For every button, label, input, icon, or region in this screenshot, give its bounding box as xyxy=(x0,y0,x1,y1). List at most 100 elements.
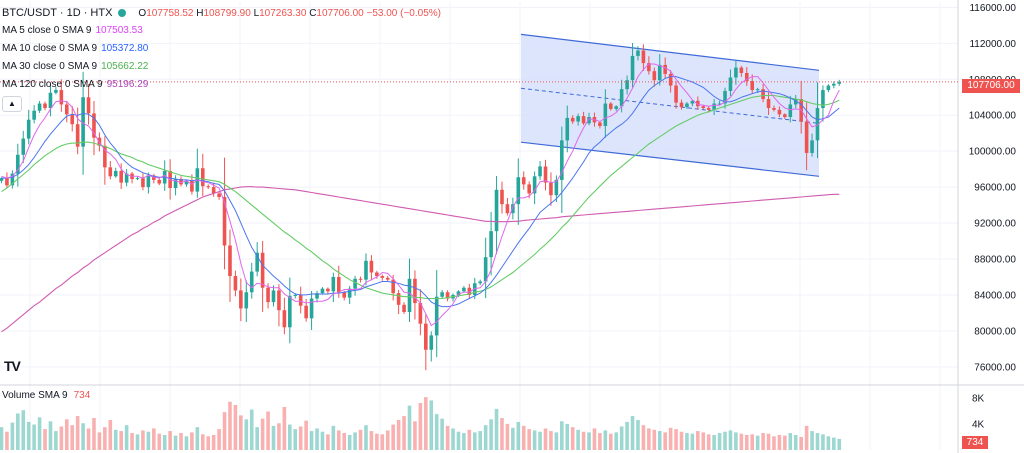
candle xyxy=(734,60,738,85)
candle xyxy=(478,279,483,286)
volume-bar xyxy=(173,435,178,450)
price-tick-label: 92000.00 xyxy=(974,219,1016,230)
candle-body xyxy=(761,89,765,100)
volume-bar xyxy=(396,419,401,450)
candle-body xyxy=(505,204,510,214)
volume-bar xyxy=(424,397,428,450)
volume-tick-label: 8K xyxy=(972,393,985,404)
candle xyxy=(146,172,151,194)
volume-bar xyxy=(505,423,510,450)
candle-body xyxy=(135,178,140,180)
volume-bar xyxy=(532,430,537,450)
last-volume-tag: 734 xyxy=(962,436,988,449)
volume-bar xyxy=(402,416,406,450)
candle-body xyxy=(434,296,439,336)
indicator-value: 105372.80 xyxy=(101,43,149,54)
volume-bar xyxy=(277,423,281,450)
indicator-value: 107503.53 xyxy=(95,25,143,36)
candle-body xyxy=(663,64,667,74)
volume-bar xyxy=(331,425,336,450)
price-tick-label: 88000.00 xyxy=(974,254,1016,265)
candle-body xyxy=(521,177,526,185)
indicator-ma30[interactable]: MA 30 close 0 SMA 9 105662.22 xyxy=(2,58,441,76)
candle-body xyxy=(103,145,107,168)
volume-bar xyxy=(217,429,221,450)
candle-body xyxy=(543,166,548,183)
candle-body xyxy=(81,97,85,147)
indicator-ma5[interactable]: MA 5 close 0 SMA 9 107503.53 xyxy=(2,22,441,40)
candle-body xyxy=(16,154,20,174)
price-tick-label: 76000.00 xyxy=(974,362,1016,373)
volume-bar xyxy=(190,432,194,450)
candle xyxy=(64,100,69,123)
volume-bar xyxy=(462,433,466,450)
candle-body xyxy=(445,292,450,299)
volume-bar xyxy=(315,428,319,450)
volume-bar xyxy=(489,419,493,450)
indicator-ma10[interactable]: MA 10 close 0 SMA 9 105372.80 xyxy=(2,40,441,58)
volume-bar xyxy=(625,421,629,450)
volume-bar xyxy=(538,431,542,450)
candle xyxy=(239,278,243,322)
candle-body xyxy=(407,278,412,313)
candle-body xyxy=(353,278,357,289)
candle xyxy=(141,173,145,191)
volume-bar xyxy=(783,435,787,450)
candle-body xyxy=(832,83,836,86)
candle-body xyxy=(739,67,744,73)
volume-legend[interactable]: Volume SMA 9 734 xyxy=(2,390,90,401)
candle-body xyxy=(37,103,42,111)
candle-body xyxy=(32,110,36,120)
candle-body xyxy=(570,117,575,122)
candle xyxy=(277,284,281,327)
candle-body xyxy=(826,85,831,91)
volume-bar xyxy=(554,432,559,450)
candle-body xyxy=(679,102,684,108)
candle xyxy=(108,160,113,180)
candle xyxy=(222,157,227,270)
collapse-legend-chevron-up-icon[interactable]: ▲ xyxy=(2,96,22,112)
candle-body xyxy=(75,124,80,147)
price-tick-label: 116000.00 xyxy=(969,3,1016,14)
candle xyxy=(331,272,336,303)
candle xyxy=(685,101,689,109)
candle xyxy=(424,314,428,371)
candle-body xyxy=(358,278,363,280)
candle-body xyxy=(483,257,488,282)
candle-body xyxy=(429,335,434,350)
volume-bar xyxy=(347,434,352,450)
volume-bar xyxy=(668,427,673,450)
candle xyxy=(538,161,542,180)
volume-bar xyxy=(239,415,243,450)
volume-bar xyxy=(706,434,711,450)
candle xyxy=(804,102,809,171)
open-label: O xyxy=(138,8,147,19)
candle-body xyxy=(369,260,374,273)
volume-bar xyxy=(576,429,580,450)
candle xyxy=(462,286,466,293)
ma10-line xyxy=(1,76,840,308)
candle-body xyxy=(619,89,624,107)
candle xyxy=(282,297,287,335)
candle-body xyxy=(288,295,292,328)
candle-body xyxy=(385,277,390,280)
candle-body xyxy=(706,108,711,110)
candle-body xyxy=(462,287,466,292)
candle xyxy=(630,43,635,88)
volume-bar xyxy=(293,429,298,450)
candle-body xyxy=(190,180,194,192)
candle-body xyxy=(282,310,287,328)
candle-body xyxy=(630,55,635,81)
candle-body xyxy=(347,288,352,298)
volume-bar xyxy=(157,433,162,450)
volume-bar xyxy=(826,436,831,450)
volume-bar xyxy=(810,431,814,450)
indicator-ma120[interactable]: MA 120 close 0 SMA 9 95196.29 xyxy=(2,76,441,94)
candle-body xyxy=(124,173,129,183)
symbol-title[interactable]: BTC/USDT · 1D · HTX xyxy=(2,7,113,19)
candle xyxy=(364,253,368,286)
volume-bar xyxy=(440,418,444,450)
candle xyxy=(815,82,820,159)
candle-body xyxy=(783,114,787,118)
